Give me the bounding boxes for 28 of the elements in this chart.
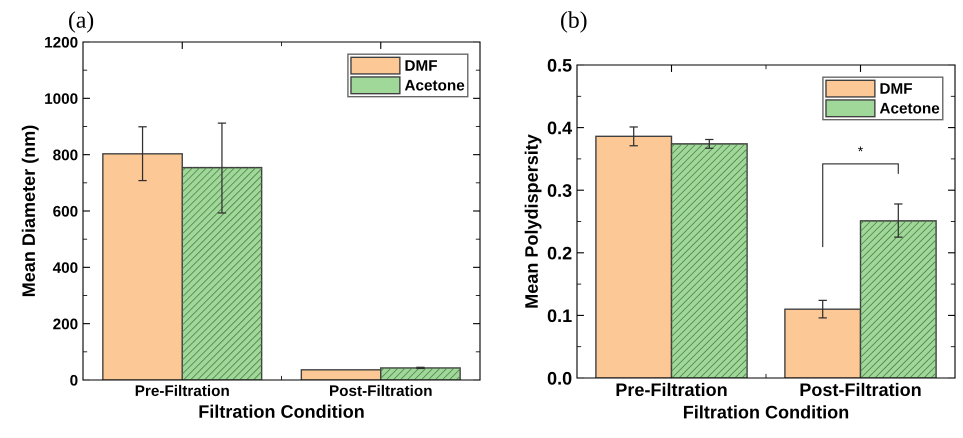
- y-tick-label: 0.0: [548, 372, 572, 385]
- y-tick-label: 800: [53, 150, 78, 160]
- x-axis-title: Filtration Condition: [199, 404, 364, 418]
- y-tick-label: 0.3: [548, 184, 572, 197]
- y-axis-title: Mean Diameter (nm): [22, 126, 39, 296]
- y-tick-label: 1200: [45, 36, 78, 48]
- x-tick-label: Post-Filtration: [330, 384, 432, 396]
- x-tick-label: Post-Filtration: [800, 382, 921, 396]
- chart-title: (a): [69, 11, 94, 33]
- y-tick-label: 400: [52, 262, 78, 274]
- x-tick-label: Pre-Filtration: [136, 384, 229, 396]
- y-tick-label: 1000: [45, 93, 78, 104]
- y-tick-label: 0.5: [548, 58, 572, 72]
- legend-label: Acetone: [880, 102, 940, 114]
- y-tick-label: 600: [53, 206, 78, 217]
- y-tick-label: 0: [70, 374, 78, 386]
- x-axis-title: Filtration Condition: [684, 405, 848, 419]
- legend-label: DMF: [405, 60, 437, 71]
- legend-label: DMF: [880, 83, 912, 94]
- legend-label: Acetone: [404, 80, 464, 91]
- x-tick-label: Pre-Filtration: [616, 382, 727, 396]
- y-axis-title: Mean Polydispersity: [524, 134, 542, 308]
- y-tick-label: 200: [53, 318, 78, 330]
- y-tick-label: 0.1: [548, 309, 572, 322]
- annotation: *: [858, 146, 863, 152]
- y-tick-label: 0.4: [548, 122, 572, 134]
- y-tick-label: 0.2: [548, 246, 572, 260]
- chart-title: (b): [561, 11, 586, 33]
